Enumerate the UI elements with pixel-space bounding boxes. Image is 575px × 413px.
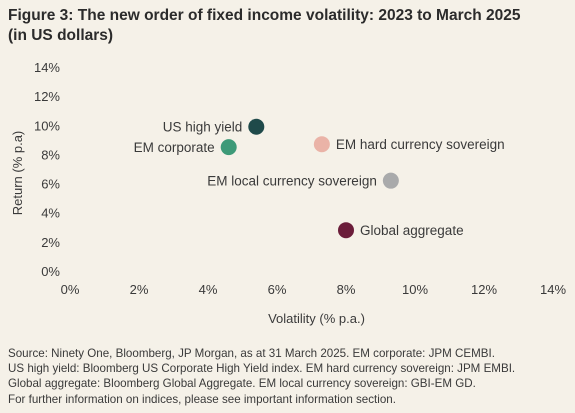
footnote-line: US high yield: Bloomberg US Corporate Hi… <box>8 362 516 376</box>
footnote-line: Global aggregate: Bloomberg Global Aggre… <box>8 377 476 391</box>
footnote-line: For further information on indices, plea… <box>8 392 396 406</box>
data-point <box>248 118 265 135</box>
x-tick-label: 10% <box>402 282 428 297</box>
data-point-label: Global aggregate <box>360 223 464 238</box>
y-tick-label: 12% <box>34 89 60 104</box>
scatter-chart: 0% 2% 4% 6% 8% 10% 12% 14% 0% 2% 4% 6% 8% 10% 12% 14% Vo… <box>0 50 575 340</box>
data-point <box>220 139 237 156</box>
data-point-label: EM hard currency sovereign <box>336 137 505 152</box>
y-tick-label: 8% <box>41 147 60 162</box>
data-point-label: EM local currency sovereign <box>207 174 377 189</box>
x-tick-label: 8% <box>337 282 356 297</box>
data-point-label: US high yield <box>163 120 243 135</box>
title-line-1: Figure 3: The new order of fixed income … <box>8 7 521 24</box>
x-axis-label: Volatility (% p.a.) <box>268 311 365 326</box>
y-tick-label: 0% <box>41 264 60 279</box>
y-tick-label: 14% <box>34 60 60 75</box>
chart-title: Figure 3: The new order of fixed income … <box>8 6 568 46</box>
data-point <box>382 172 399 189</box>
y-tick-label: 2% <box>41 235 60 250</box>
data-point <box>338 222 354 239</box>
footnote: Source: Ninety One, Bloomberg, JP Morgan… <box>8 346 573 407</box>
data-point <box>313 136 330 153</box>
x-tick-label: 2% <box>130 282 149 297</box>
y-tick-label: 6% <box>41 177 60 192</box>
y-tick-label: 10% <box>34 118 60 133</box>
x-tick-label: 14% <box>540 282 566 297</box>
y-tick-label: 4% <box>41 206 60 221</box>
x-tick-label: 0% <box>61 282 80 297</box>
x-tick-label: 4% <box>199 282 218 297</box>
y-axis-label: Return (% p.a) <box>10 131 25 216</box>
title-line-2: (in US dollars) <box>8 27 114 44</box>
chart-svg: 0% 2% 4% 6% 8% 10% 12% 14% 0% 2% 4% 6% 8% 10% 12% 14% Vo… <box>10 60 566 326</box>
x-tick-label: 6% <box>268 282 287 297</box>
footnote-line: Source: Ninety One, Bloomberg, JP Morgan… <box>8 347 495 360</box>
x-tick-label: 12% <box>471 282 497 297</box>
data-point-label: EM corporate <box>134 140 215 155</box>
